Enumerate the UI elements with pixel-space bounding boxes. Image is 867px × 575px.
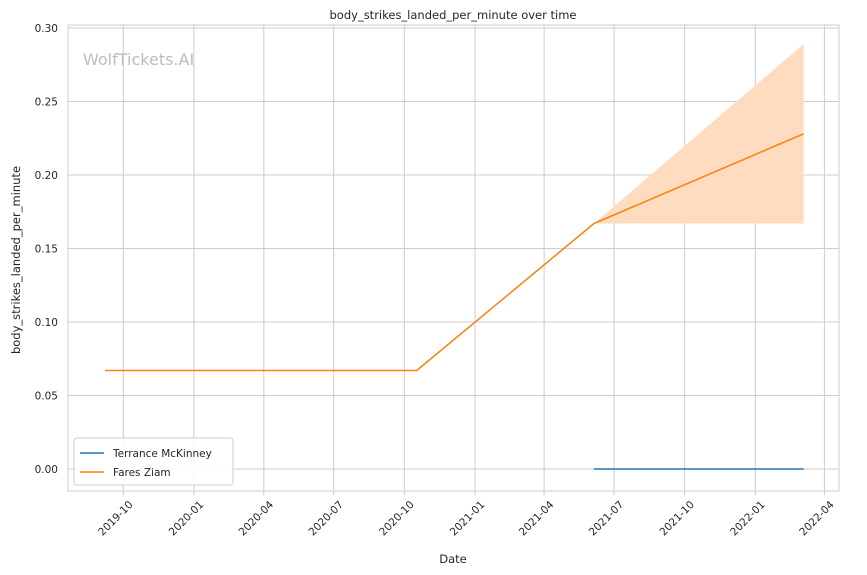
y-axis-ticks: 0.00 0.05 0.10 0.15 0.20 0.25 0.30 <box>35 23 58 476</box>
legend: Terrance McKinney Fares Ziam <box>73 437 234 486</box>
chart-title: body_strikes_landed_per_minute over time <box>330 8 577 22</box>
x-axis-label: Date <box>439 552 467 566</box>
y-tick-label: 0.25 <box>35 96 58 108</box>
y-tick-label: 0.30 <box>35 23 58 35</box>
series-lines <box>104 133 804 470</box>
confidence-band <box>594 44 804 224</box>
watermark: WolfTickets.AI <box>83 50 194 69</box>
y-axis-label: body_strikes_landed_per_minute <box>9 166 23 354</box>
series-line <box>104 133 804 372</box>
legend-label: Fares Ziam <box>113 467 171 479</box>
confidence-bands <box>594 44 804 224</box>
legend-box <box>73 437 234 486</box>
y-tick-label: 0.15 <box>35 243 58 255</box>
legend-label: Terrance McKinney <box>112 448 212 460</box>
y-tick-label: 0.00 <box>35 464 58 476</box>
y-tick-label: 0.10 <box>35 317 58 329</box>
y-tick-label: 0.05 <box>35 390 58 402</box>
plot-frame <box>67 24 840 492</box>
y-tick-label: 0.20 <box>35 170 58 182</box>
